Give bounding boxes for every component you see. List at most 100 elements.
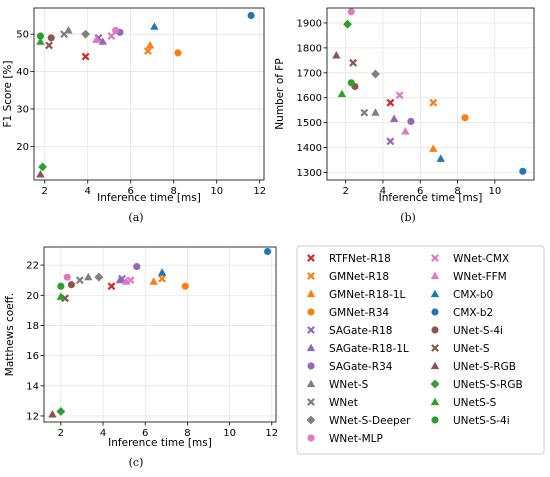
legend-label: UNetS-S (453, 397, 497, 409)
data-point: CMX-b2 (519, 167, 527, 175)
x-tick-label: 4 (85, 186, 91, 197)
data-point: GMNet-R18-1L (145, 40, 155, 49)
plot-frame (326, 7, 535, 181)
legend-label: SAGate-R18-1L (329, 343, 409, 355)
legend-marker (307, 434, 315, 442)
y-tick-label: 12 (26, 411, 39, 422)
legend-marker (307, 272, 315, 280)
legend-box (296, 245, 545, 455)
data-point: SAGate-R34 (407, 117, 415, 125)
data-point: UNetS-S (56, 292, 66, 300)
legend-entry: WNet-S-Deeper (306, 415, 411, 427)
x-tick-label: 8 (184, 428, 190, 439)
data-point: UNet-S-4i (47, 34, 55, 42)
data-point: UNetS-S (337, 89, 347, 98)
legend-label: CMX-b0 (453, 289, 493, 301)
legend-entry: GMNet-R18-1L (306, 289, 406, 301)
x-tick-label: 4 (380, 186, 386, 197)
legend-entry: WNet-FFM (430, 271, 507, 283)
legend-label: WNet-CMX (453, 253, 509, 265)
y-tick-label: 30 (16, 104, 29, 115)
data-point: GMNet-R34 (461, 114, 469, 122)
plot-frame (43, 246, 277, 423)
data-point: WNet-MLP (112, 26, 120, 35)
data-point: WNet-S-Deeper (81, 29, 90, 39)
data-point: WNet-FFM (122, 277, 131, 285)
data-point: WNet-FFM (401, 126, 410, 135)
x-tick-label: 2 (342, 186, 348, 197)
legend-entry: SAGate-R34 (307, 361, 393, 373)
data-point: WNet (360, 108, 369, 117)
data-point: UNet-S (45, 41, 53, 50)
legend-marker (430, 271, 440, 280)
x-tick-label: 8 (171, 186, 177, 197)
data-point: WNet-CMX (107, 32, 116, 40)
caption-c: (c) (129, 456, 144, 469)
x-axis-label: Inference time [ms] (379, 192, 483, 204)
legend-marker (431, 344, 439, 352)
y-tick-label: 1400 (297, 143, 322, 154)
chart-b: 2 4 6 8 10 1300 1400 1500 1600 1700 1800 1900 RTFNet… (274, 7, 535, 204)
data-point: GMNet-R34 (181, 282, 189, 290)
legend-entry: SAGate-R18 (307, 325, 392, 337)
legend-label: WNet (329, 397, 358, 409)
x-tick-label: 2 (42, 186, 48, 197)
legend-entry: GMNet-R18 (307, 271, 389, 283)
data-point: WNet-S (371, 108, 380, 116)
legend-marker (430, 379, 440, 389)
data-point: WNet-S-Deeper (371, 69, 380, 79)
y-tick-label: 1600 (297, 93, 322, 104)
legend-marker (431, 416, 439, 424)
y-axis-label: F1 Score [%] (2, 61, 14, 128)
y-tick-label: 40 (16, 67, 29, 78)
x-tick-label: 6 (142, 428, 148, 439)
data-point: RTFNet-R18 (107, 282, 116, 291)
y-tick-label: 1900 (297, 18, 322, 29)
data-point: WNet (60, 30, 69, 39)
legend-marker (306, 343, 316, 352)
legend-entry: WNet-S (306, 379, 369, 391)
y-tick-label: 50 (16, 30, 29, 41)
legend-entry: UNet-S-RGB (430, 361, 516, 373)
legend-label: WNet-MLP (329, 433, 383, 445)
legend-label: SAGate-R18 (329, 325, 392, 337)
x-tick-label: 6 (128, 186, 134, 197)
y-axis-label: Number of FP (274, 58, 286, 129)
x-tick-label: 4 (100, 428, 106, 439)
y-tick-label: 18 (26, 321, 39, 332)
data-point: UNet-S-RGB (332, 50, 341, 59)
legend-entry: WNet (307, 397, 358, 409)
legend-entry: UNetS-S (430, 397, 497, 409)
y-tick-label: 1700 (297, 68, 322, 79)
legend-label: UNet-S-4i (453, 325, 503, 337)
legend-marker (307, 326, 315, 334)
data-point: WNet-MLP (63, 273, 71, 281)
legend-label: UNetS-S-4i (453, 415, 510, 427)
data-point: SAGate-R18-1L (98, 37, 107, 45)
y-tick-label: 14 (26, 381, 39, 392)
data-point: UNetS-S-RGB (56, 407, 66, 416)
data-point: UNetS-S-RGB (38, 162, 48, 172)
data-point: SAGate-R18-1L (115, 275, 125, 284)
data-point: UNet-S (349, 58, 358, 67)
data-point: UNet-S-RGB (36, 169, 45, 178)
data-point: SAGate-R18-1L (389, 114, 399, 123)
data-point: GMNet-R18-1L (149, 277, 158, 285)
y-tick-label: 1800 (297, 43, 322, 54)
data-point: WNet (75, 276, 84, 285)
data-point: WNet-FFM (92, 35, 101, 43)
legend-label: UNetS-S-RGB (453, 379, 523, 391)
legend-label: GMNet-R34 (329, 307, 389, 319)
data-point: CMX-b2 (263, 247, 272, 256)
data-point: CMX-b0 (157, 268, 167, 276)
legend-marker (306, 415, 316, 425)
legend-marker (307, 254, 315, 262)
y-tick-label: 1300 (297, 168, 322, 179)
legend-entry: RTFNet-R18 (307, 253, 391, 265)
caption-b: (b) (400, 211, 416, 224)
data-point: SAGate-R34 (133, 263, 141, 271)
legend-label: GMNet-R18-1L (329, 289, 406, 301)
data-point: WNet-CMX (395, 91, 404, 100)
x-tick-label: 10 (223, 428, 236, 439)
x-tick-label: 10 (488, 186, 501, 197)
